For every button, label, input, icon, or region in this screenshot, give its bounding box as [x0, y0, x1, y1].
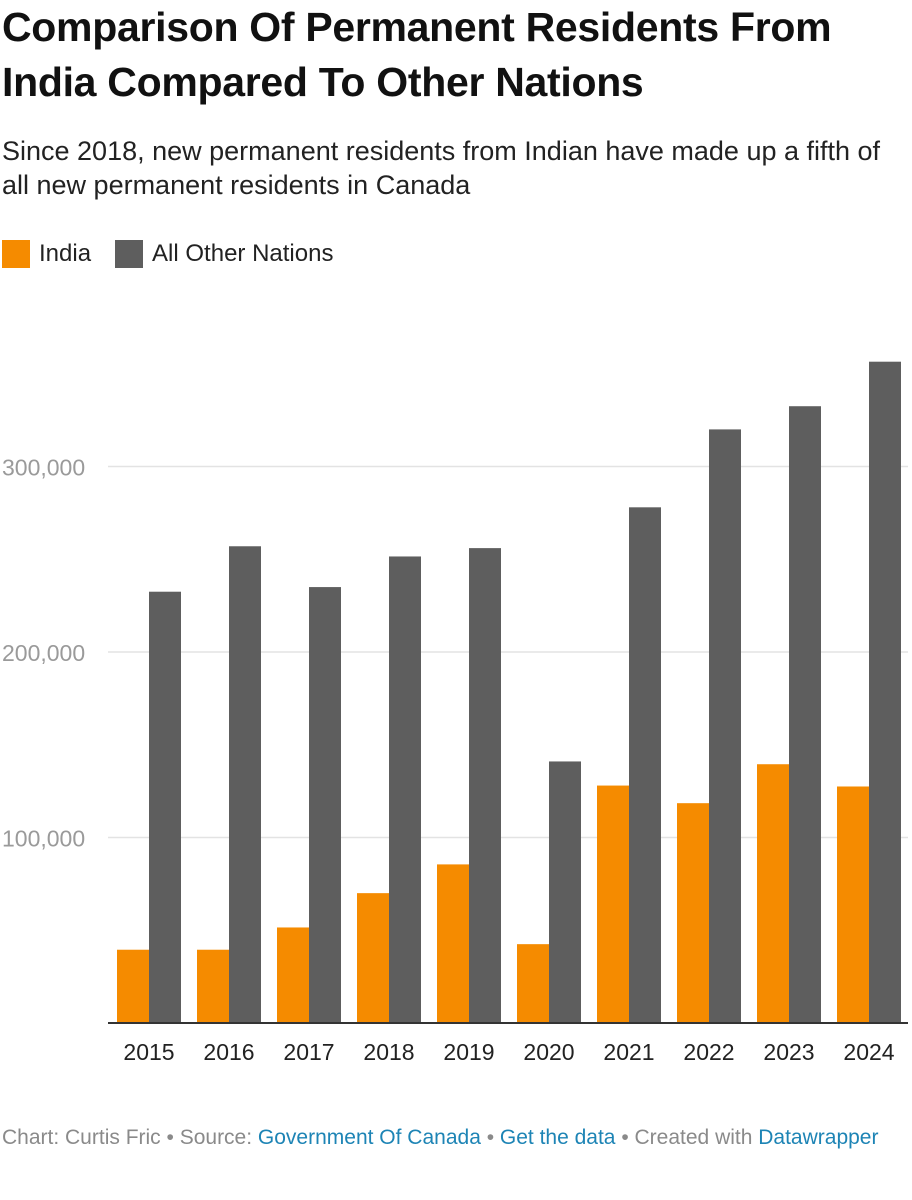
- y-axis-tick-labels: 100,000 200,000 300,000: [2, 455, 85, 852]
- bar-other-nations-2024: [869, 361, 901, 1023]
- bar-other-nations-2021: [629, 507, 661, 1023]
- source-link[interactable]: Government Of Canada: [257, 1126, 481, 1149]
- bar-india-2017: [277, 927, 309, 1023]
- get-the-data-link[interactable]: Get the data: [499, 1126, 616, 1149]
- x-tick-label-2024: 2024: [843, 1039, 894, 1065]
- legend-label-india: India: [39, 240, 92, 267]
- chart-title: Comparison Of Permanent Residents From I…: [2, 4, 832, 105]
- bar-india-2024: [837, 786, 869, 1023]
- bar-other-nations-2023: [789, 406, 821, 1023]
- x-tick-label-2021: 2021: [603, 1039, 654, 1065]
- bar-india-2018: [357, 893, 389, 1023]
- legend-swatch-india: [2, 240, 30, 268]
- chart-subtitle: Since 2018, new permanent residents from…: [2, 136, 881, 200]
- y-tick-label-200000: 200,000: [2, 640, 85, 666]
- bars: [117, 361, 901, 1023]
- bar-other-nations-2019: [469, 548, 501, 1023]
- bar-india-2021: [597, 785, 629, 1023]
- bar-other-nations-2022: [709, 429, 741, 1023]
- chart-footer: Chart: Curtis Fric • Source: Government …: [2, 1122, 882, 1153]
- datawrapper-link[interactable]: Datawrapper: [758, 1126, 879, 1149]
- x-tick-label-2017: 2017: [283, 1039, 334, 1065]
- x-axis-tick-labels: 2015 2016 2017 2018 2019 2020 2021 2022 2023 2024: [123, 1039, 894, 1065]
- x-tick-label-2020: 2020: [523, 1039, 574, 1065]
- x-tick-label-2019: 2019: [443, 1039, 494, 1065]
- legend-label-other-nations: All Other Nations: [152, 240, 334, 267]
- x-tick-label-2016: 2016: [203, 1039, 254, 1065]
- footer-separator: •: [480, 1126, 500, 1149]
- x-tick-label-2022: 2022: [683, 1039, 734, 1065]
- bar-other-nations-2015: [149, 591, 181, 1023]
- bar-india-2022: [677, 803, 709, 1023]
- footer-credit: Chart: Curtis Fric • Source:: [2, 1126, 258, 1149]
- x-tick-label-2023: 2023: [763, 1039, 814, 1065]
- bar-india-2016: [197, 949, 229, 1023]
- legend-swatch-other-nations: [115, 240, 144, 268]
- bar-india-2015: [117, 949, 149, 1023]
- bar-india-2020: [517, 944, 549, 1023]
- footer-created-with: • Created with: [615, 1126, 759, 1149]
- bar-other-nations-2017: [309, 587, 341, 1023]
- bar-other-nations-2018: [389, 556, 421, 1023]
- y-tick-label-300000: 300,000: [2, 455, 85, 481]
- bar-india-2023: [757, 764, 789, 1023]
- y-tick-label-100000: 100,000: [2, 826, 85, 852]
- x-tick-label-2015: 2015: [123, 1039, 174, 1065]
- chart-legend: India All Other Nations: [2, 237, 357, 271]
- bar-other-nations-2016: [229, 546, 261, 1023]
- bar-other-nations-2020: [549, 761, 581, 1023]
- x-tick-label-2018: 2018: [363, 1039, 414, 1065]
- legend-item-india: India: [2, 240, 91, 268]
- legend-item-other-nations: All Other Nations: [115, 240, 333, 268]
- bar-india-2019: [437, 864, 469, 1023]
